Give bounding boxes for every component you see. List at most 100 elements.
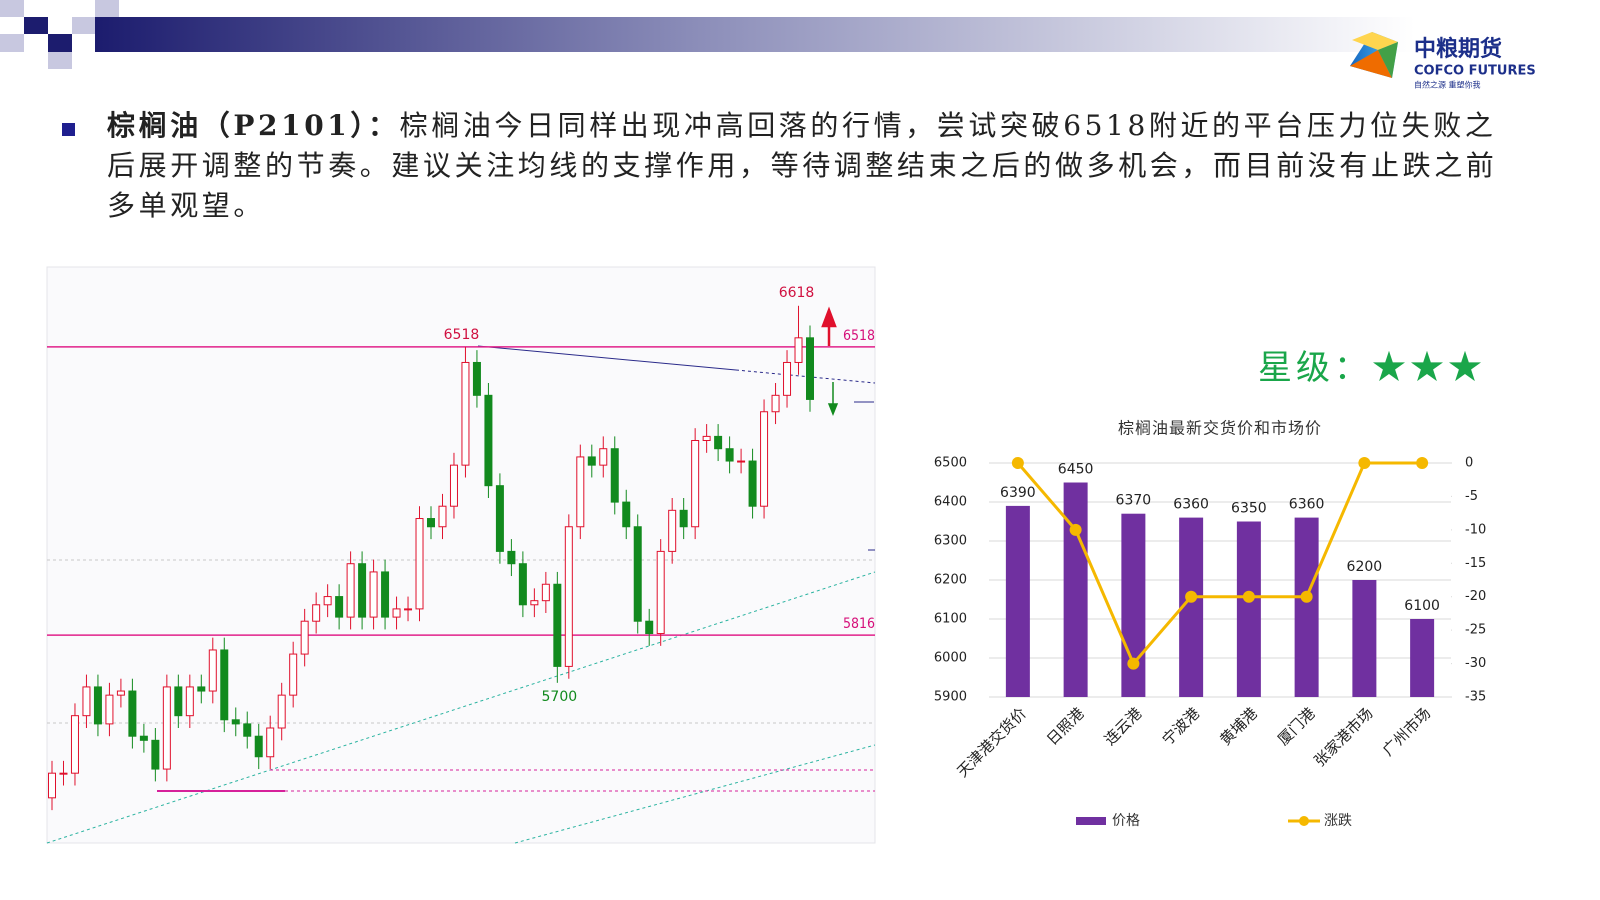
- x-tick-label: 张家港市场: [1311, 704, 1377, 770]
- chart-title: 棕榈油最新交货价和市场价: [1118, 419, 1322, 438]
- high-label: 6518: [444, 327, 480, 343]
- trend-line: [477, 345, 737, 371]
- line-point: [1300, 590, 1313, 603]
- candle-body: [82, 686, 91, 717]
- deco-square: [0, 34, 24, 52]
- candle-body: [369, 571, 378, 618]
- y-tick-label: 6300: [934, 534, 967, 549]
- candle-body: [622, 501, 631, 528]
- bar: [1063, 482, 1088, 697]
- header-band: [95, 17, 1415, 52]
- legend-swatch: [1299, 816, 1309, 826]
- candle-body: [220, 649, 229, 721]
- candle-body: [656, 550, 665, 635]
- candlestick-chart: 6518 5816 6518 6618 5700: [46, 266, 876, 844]
- y-tick-label: 6100: [934, 612, 967, 627]
- plot-background: [46, 266, 876, 844]
- candle-body: [645, 620, 654, 635]
- down-arrow: [827, 382, 839, 417]
- body-text: 棕榈油今日同样出现冲高回落的行情，尝试突破6518附近的平台压力位失败之后展开调…: [107, 109, 1498, 222]
- candle-body: [564, 526, 573, 667]
- logo-en: COFCO FUTURES: [1414, 64, 1536, 79]
- term: 棕榈油（P2101）：: [107, 109, 400, 142]
- legend-swatch: [1076, 817, 1106, 825]
- candle-body: [541, 583, 550, 602]
- candle-body: [243, 723, 252, 737]
- candle-body: [392, 608, 401, 618]
- bar-label: 6360: [1289, 497, 1325, 513]
- y-tick-label: 6000: [934, 651, 967, 666]
- line-point: [1358, 457, 1371, 469]
- candle-body: [174, 686, 183, 717]
- candle-body: [725, 448, 734, 462]
- candle-body: [587, 456, 596, 466]
- candle-body: [105, 694, 114, 725]
- candle-body: [208, 649, 217, 692]
- y2-tick-label: -35: [1465, 690, 1486, 705]
- deco-square: [48, 52, 72, 69]
- candle-body: [427, 518, 435, 528]
- bar-label: 6360: [1173, 497, 1209, 513]
- candle-body: [358, 563, 367, 618]
- candle-body: [231, 719, 240, 725]
- candle-body: [381, 571, 390, 618]
- y-tick-label: 6200: [934, 573, 967, 588]
- line-point: [1127, 657, 1140, 670]
- deco-square: [72, 17, 95, 34]
- high-label: 6618: [779, 285, 815, 301]
- legend-label: 价格: [1112, 813, 1140, 829]
- deco-square: [0, 0, 24, 17]
- candle-body: [668, 509, 677, 552]
- bar-label: 6390: [1000, 485, 1036, 501]
- y-tick-label: 5900: [934, 690, 967, 705]
- x-tick-label: 天津港交货价: [954, 704, 1030, 780]
- y-tick-label: 6400: [934, 495, 967, 510]
- candle-body: [714, 435, 723, 450]
- x-tick-label: 黄埔港: [1216, 704, 1261, 749]
- bullet-marker: [62, 123, 75, 136]
- candle-body: [449, 464, 458, 507]
- candle-body: [599, 448, 608, 466]
- y2-tick-label: -30: [1465, 656, 1486, 671]
- deco-square: [95, 0, 119, 17]
- candle-body: [748, 460, 757, 507]
- candle-body: [415, 518, 424, 610]
- legend-label: 涨跌: [1324, 813, 1352, 829]
- candle-body: [139, 735, 148, 741]
- candle-body: [404, 608, 413, 611]
- candle-body: [806, 337, 814, 400]
- candle-body: [254, 735, 263, 758]
- bar: [1236, 521, 1261, 697]
- candle-body: [553, 583, 562, 667]
- line-point: [1185, 590, 1198, 603]
- y2-tick-label: -5: [1465, 489, 1478, 504]
- candle-body: [277, 694, 286, 729]
- bar: [1410, 619, 1435, 697]
- y2-tick-label: -15: [1465, 556, 1486, 571]
- line-point: [1011, 457, 1024, 469]
- bar-label: 6100: [1404, 598, 1440, 614]
- candle-body: [185, 686, 194, 717]
- candle-body: [633, 526, 642, 622]
- rating: 星级：★★★: [1258, 348, 1486, 388]
- candle-body: [70, 715, 79, 774]
- candle-body: [518, 563, 527, 606]
- deco-square: [24, 17, 48, 34]
- y2-tick-label: -25: [1465, 623, 1486, 638]
- candle-body: [783, 361, 792, 396]
- x-tick-label: 广州市场: [1379, 704, 1434, 759]
- y2-tick-label: 0: [1465, 456, 1473, 471]
- logo: 中粮期货 COFCO FUTURES 自然之源 重塑你我: [1350, 32, 1536, 90]
- logo-slogan: 自然之源 重塑你我: [1414, 80, 1481, 90]
- candle-body: [116, 690, 125, 696]
- candle-body: [794, 337, 803, 363]
- candle-body: [197, 686, 206, 692]
- candle-body: [162, 686, 171, 770]
- bar-label: 6200: [1347, 559, 1383, 575]
- candle-body: [266, 727, 275, 758]
- trend-line: [46, 571, 876, 844]
- candle-body: [300, 620, 309, 655]
- level-label: 6518: [843, 328, 875, 344]
- paragraph: 棕榈油（P2101）：棕榈油今日同样出现冲高回落的行情，尝试突破6518附近的平…: [107, 106, 1517, 226]
